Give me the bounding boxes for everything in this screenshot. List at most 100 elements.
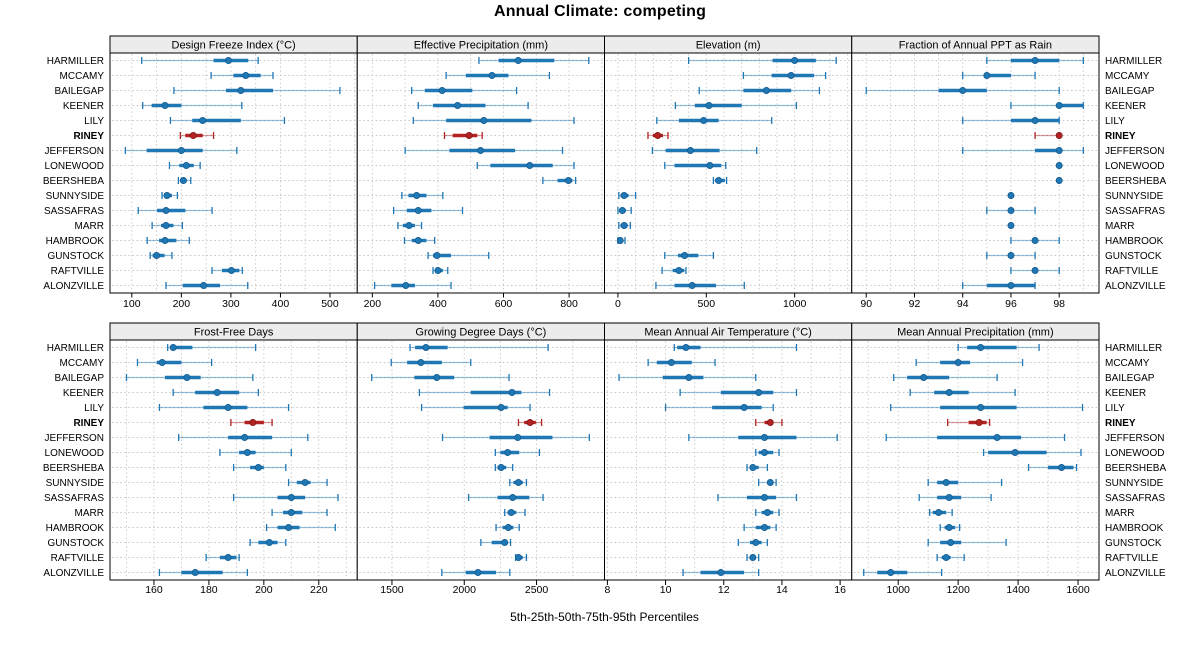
median-dot (179, 177, 187, 184)
percentile-glyph-bailegap (411, 87, 518, 94)
median-dot (161, 102, 169, 109)
strip-title: Mean Annual Precipitation (mm) (897, 327, 1054, 339)
tick-label: 10 (660, 584, 672, 596)
tick-label: 16 (834, 584, 846, 596)
percentile-glyph-sassafras (918, 494, 992, 501)
median-dot (405, 222, 413, 229)
panel-box (604, 339, 853, 581)
site-label-right-harmiller-row0: HARMILLER (1105, 56, 1162, 67)
percentile-glyph-jefferson (124, 147, 238, 154)
percentile-glyph-lonewood (219, 449, 292, 456)
median-dot (947, 539, 955, 546)
panel-fraction-of-annual-ppt-as-rain: Fraction of Annual PPT as Rain 90 92 94 96 98 (851, 35, 1100, 310)
site-label-left-beersheba-row1: BEERSHEBA (43, 463, 104, 474)
percentile-glyph-riney (755, 419, 783, 426)
site-label-right-bailegap-row0: BAILEGAP (1105, 86, 1155, 97)
tick-label: 400 (429, 298, 447, 310)
vertical-gridlines (126, 341, 347, 579)
percentile-glyph-marr (151, 222, 183, 229)
median-dot (1055, 132, 1063, 139)
median-dot (935, 509, 943, 516)
tick-label: 2500 (525, 584, 549, 596)
percentile-glyph-bailegap (125, 374, 254, 381)
percentile-glyph-lonewood (664, 162, 727, 169)
median-dot (685, 374, 693, 381)
panel-box (851, 52, 1100, 294)
x-axis-caption: 5th-25th-50th-75th-95th Percentiles (510, 610, 699, 624)
median-dot (183, 374, 191, 381)
median-dot (766, 419, 774, 426)
median-dot (515, 479, 522, 486)
median-dot (977, 404, 985, 411)
percentile-glyph-harmiller (478, 57, 590, 64)
percentile-glyph-harmiller (673, 344, 798, 351)
median-dot (954, 359, 962, 366)
median-dot (480, 117, 488, 124)
percentile-glyph-jefferson (688, 434, 838, 441)
median-dot (1055, 177, 1063, 184)
percentile-glyph-alonzville (165, 282, 249, 289)
median-dot (227, 267, 235, 274)
site-label-right-raftville-row1: RAFTVILLE (1105, 553, 1159, 564)
percentile-glyph-keener (679, 389, 798, 396)
site-label-left-sunnyside-row0: SUNNYSIDE (46, 191, 105, 202)
site-label-left-sassafras-row1: SASSAFRAS (44, 493, 104, 504)
median-dot (526, 419, 534, 426)
vertical-gridlines (617, 54, 849, 292)
percentile-glyph-raftville (936, 554, 965, 561)
median-dot (1007, 192, 1015, 199)
percentile-glyph-lonewood (476, 162, 575, 169)
percentile-glyph-raftville (746, 554, 760, 561)
median-dot (413, 192, 421, 199)
site-label-left-gunstock-row1: GUNSTOCK (48, 538, 105, 549)
median-dot (682, 344, 690, 351)
tick-label: 1000 (887, 584, 911, 596)
percentile-glyph-marr (1007, 222, 1015, 229)
percentile-glyph-riney (947, 419, 991, 426)
site-label-left-hambrook-row0: HAMBROOK (46, 236, 105, 247)
median-dot (242, 72, 250, 79)
median-dot (1031, 237, 1039, 244)
site-label-left-sunnyside-row1: SUNNYSIDE (46, 478, 105, 489)
site-label-left-mccamy-row0: MCCAMY (60, 71, 105, 82)
site-label-left-lily-row1: LILY (84, 403, 104, 414)
percentile-glyph-riney (517, 419, 543, 426)
percentile-glyph-sunnyside (161, 192, 179, 199)
site-label-right-alonzville-row0: ALONZVILLE (1105, 281, 1166, 292)
percentile-glyph-harmiller (957, 344, 1040, 351)
median-dot (1007, 252, 1015, 259)
site-label-right-sunnyside-row1: SUNNYSIDE (1105, 478, 1164, 489)
site-label-left-harmiller-row1: HARMILLER (47, 343, 104, 354)
percentile-glyph-marr (397, 222, 423, 229)
percentile-glyph-sunnyside (287, 479, 328, 486)
median-dot (158, 359, 166, 366)
median-dot (1055, 102, 1063, 109)
site-label-left-marr-row1: MARR (75, 508, 104, 519)
percentile-glyph-jefferson (178, 434, 309, 441)
panel-growing-degree-days-c: Growing Degree Days (°C) 1500 2000 2500 (356, 322, 605, 596)
percentile-glyph-harmiller (409, 344, 549, 351)
percentile-glyph-marr (755, 509, 780, 516)
percentile-glyph-lonewood (982, 449, 1082, 456)
tick-label: 0 (615, 298, 621, 310)
median-dot (945, 524, 953, 531)
median-dot (402, 282, 410, 289)
tick-label: 92 (909, 298, 921, 310)
median-dot (763, 509, 771, 516)
percentile-glyph-raftville (661, 267, 687, 274)
panel-elevation-m: Elevation (m) 0 500 1000 (604, 35, 853, 310)
tick-label: 90 (860, 298, 872, 310)
percentile-glyph-beersheba (232, 464, 287, 471)
median-dot (1055, 147, 1063, 154)
percentile-glyph-raftville (514, 554, 528, 561)
median-dot (945, 494, 953, 501)
strip-title: Growing Degree Days (°C) (415, 327, 546, 339)
tick-label: 800 (560, 298, 578, 310)
median-dot (501, 539, 509, 546)
panel-design-freeze-index-c: Design Freeze Index (°C) 100 200 300 400 500 (109, 35, 358, 310)
tick-label: 600 (495, 298, 513, 310)
percentile-glyph-alonzville (682, 569, 760, 576)
median-dot (700, 117, 708, 124)
percentile-glyph-alonzville (962, 282, 1036, 289)
